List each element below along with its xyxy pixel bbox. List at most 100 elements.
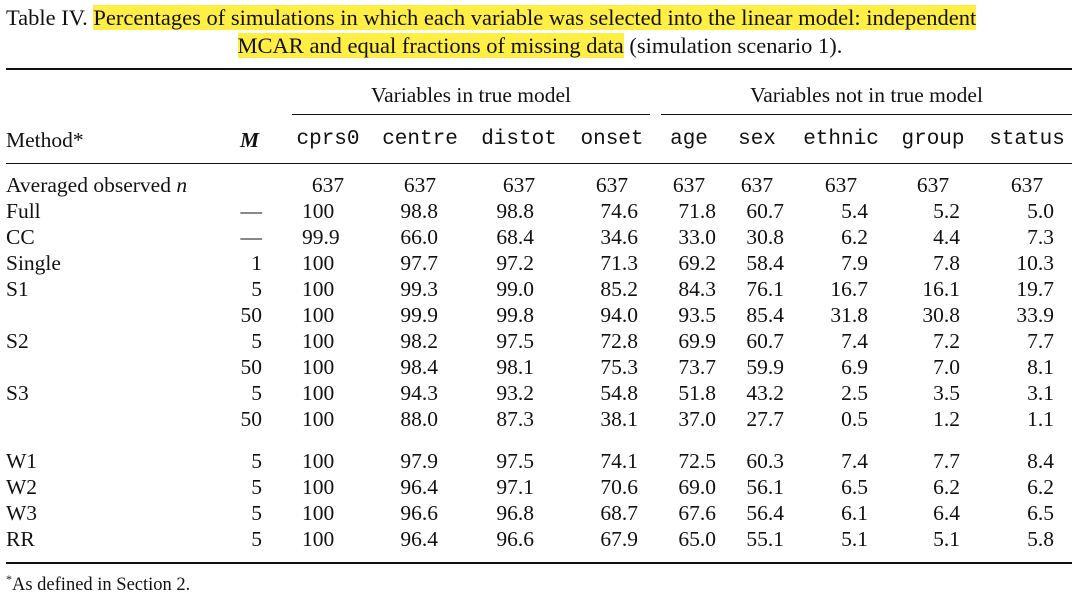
table-cell-status: 637 bbox=[1010, 173, 1044, 197]
row-method: W1 bbox=[6, 449, 38, 473]
table-cell-centre: 88.0 bbox=[400, 407, 438, 431]
row-method: S1 bbox=[6, 277, 29, 301]
group-rule-not-true bbox=[661, 114, 1072, 115]
table-cell-centre: 97.7 bbox=[400, 251, 438, 275]
table-cell-ethnic: 31.8 bbox=[830, 303, 868, 327]
column-header-cprs0: cprs0 bbox=[296, 128, 360, 151]
row-method: CC bbox=[6, 225, 35, 249]
table-cell-cprs0: 100 bbox=[302, 527, 335, 551]
row-m: 50 bbox=[240, 303, 263, 327]
row-m: 5 bbox=[251, 381, 262, 405]
table-cell-age: 69.9 bbox=[678, 329, 716, 353]
top-rule bbox=[6, 68, 1072, 70]
row-m: — bbox=[240, 199, 263, 223]
table-cell-centre: 96.6 bbox=[400, 501, 438, 525]
table-cell-cprs0: 100 bbox=[302, 501, 335, 525]
table-cell-cprs0: 100 bbox=[302, 449, 335, 473]
group-header-true: Variables in true model bbox=[370, 83, 571, 107]
row-method: S2 bbox=[6, 329, 29, 353]
footnote: *As defined in Section 2. bbox=[6, 572, 190, 596]
column-header-group: group bbox=[901, 128, 965, 151]
table-cell-age: 67.6 bbox=[678, 501, 716, 525]
table-cell-group: 1.2 bbox=[933, 407, 960, 431]
table-cell-ethnic: 7.4 bbox=[841, 329, 868, 353]
caption-label: Table IV. bbox=[6, 5, 88, 30]
table-cell-cprs0: 100 bbox=[302, 407, 335, 431]
table-cell-age: 637 bbox=[672, 173, 706, 197]
table-cell-onset: 94.0 bbox=[600, 303, 638, 327]
column-header-centre: centre bbox=[382, 128, 458, 151]
table-cell-status: 8.1 bbox=[1027, 355, 1054, 379]
table-cell-group: 7.2 bbox=[933, 329, 960, 353]
table-cell-group: 16.1 bbox=[922, 277, 960, 301]
table-cell-group: 3.5 bbox=[933, 381, 960, 405]
column-header-ethnic: ethnic bbox=[803, 128, 879, 151]
caption-highlight-1: Percentages of simulations in which each… bbox=[93, 5, 977, 30]
table-cell-group: 7.0 bbox=[933, 355, 960, 379]
row-m: 5 bbox=[251, 277, 262, 301]
table-cell-sex: 637 bbox=[740, 173, 774, 197]
bottom-rule bbox=[6, 562, 1072, 564]
table-cell-status: 7.7 bbox=[1027, 329, 1054, 353]
table-cell-sex: 58.4 bbox=[746, 251, 784, 275]
table-cell-distot: 637 bbox=[502, 173, 536, 197]
table-cell-age: 71.8 bbox=[678, 199, 716, 223]
table-cell-centre: 94.3 bbox=[400, 381, 438, 405]
m-header: M bbox=[240, 128, 260, 152]
row-method: W3 bbox=[6, 501, 38, 525]
row-method: Full bbox=[6, 199, 41, 223]
table-cell-sex: 27.7 bbox=[746, 407, 784, 431]
row-method: S3 bbox=[6, 381, 29, 405]
row-method: Single bbox=[6, 251, 61, 275]
table-cell-sex: 56.1 bbox=[746, 475, 784, 499]
footnote-text: As defined in Section 2. bbox=[12, 575, 191, 596]
table-cell-distot: 87.3 bbox=[496, 407, 534, 431]
table-cell-sex: 60.7 bbox=[746, 199, 784, 223]
table-cell-age: 73.7 bbox=[678, 355, 716, 379]
column-header-onset: onset bbox=[580, 128, 644, 151]
table-cell-onset: 67.9 bbox=[600, 527, 638, 551]
row-method: W2 bbox=[6, 475, 38, 499]
table-cell-cprs0: 99.9 bbox=[302, 225, 340, 249]
table-cell-centre: 98.8 bbox=[400, 199, 438, 223]
table-cell-ethnic: 7.4 bbox=[841, 449, 868, 473]
table-cell-status: 19.7 bbox=[1016, 277, 1054, 301]
table-cell-ethnic: 16.7 bbox=[830, 277, 868, 301]
table-cell-ethnic: 6.1 bbox=[841, 501, 868, 525]
row-method: Averaged observed n bbox=[6, 173, 188, 197]
table-cell-sex: 55.1 bbox=[746, 527, 784, 551]
group-rule-true bbox=[292, 114, 650, 115]
table-cell-age: 65.0 bbox=[678, 527, 716, 551]
table-cell-ethnic: 637 bbox=[824, 173, 858, 197]
table-cell-age: 37.0 bbox=[678, 407, 716, 431]
table-cell-status: 1.1 bbox=[1027, 407, 1054, 431]
column-header-age: age bbox=[670, 128, 708, 151]
table-cell-group: 5.2 bbox=[933, 199, 960, 223]
row-m: 5 bbox=[251, 475, 262, 499]
table-cell-ethnic: 5.4 bbox=[841, 199, 868, 223]
table-cell-onset: 75.3 bbox=[600, 355, 638, 379]
table-cell-centre: 99.3 bbox=[400, 277, 438, 301]
table-cell-sex: 30.8 bbox=[746, 225, 784, 249]
table-cell-onset: 70.6 bbox=[600, 475, 638, 499]
footnote-mark: * bbox=[6, 572, 12, 586]
row-m: 5 bbox=[251, 527, 262, 551]
table-cell-centre: 98.2 bbox=[400, 329, 438, 353]
table-cell-group: 30.8 bbox=[922, 303, 960, 327]
table-cell-age: 72.5 bbox=[678, 449, 716, 473]
table-cell-distot: 99.8 bbox=[496, 303, 534, 327]
row-m: 5 bbox=[251, 449, 262, 473]
table-cell-ethnic: 6.5 bbox=[841, 475, 868, 499]
column-header-status: status bbox=[989, 128, 1065, 151]
table-cell-age: 69.0 bbox=[678, 475, 716, 499]
table-cell-cprs0: 100 bbox=[302, 303, 335, 327]
table-cell-cprs0: 637 bbox=[311, 173, 345, 197]
table-cell-cprs0: 100 bbox=[302, 199, 335, 223]
row-m: 1 bbox=[251, 251, 262, 275]
table-cell-status: 5.0 bbox=[1027, 199, 1054, 223]
table-cell-distot: 97.1 bbox=[496, 475, 534, 499]
table-cell-onset: 74.6 bbox=[600, 199, 638, 223]
table-cell-group: 6.2 bbox=[933, 475, 960, 499]
table-cell-centre: 637 bbox=[403, 173, 437, 197]
table-cell-onset: 637 bbox=[595, 173, 629, 197]
